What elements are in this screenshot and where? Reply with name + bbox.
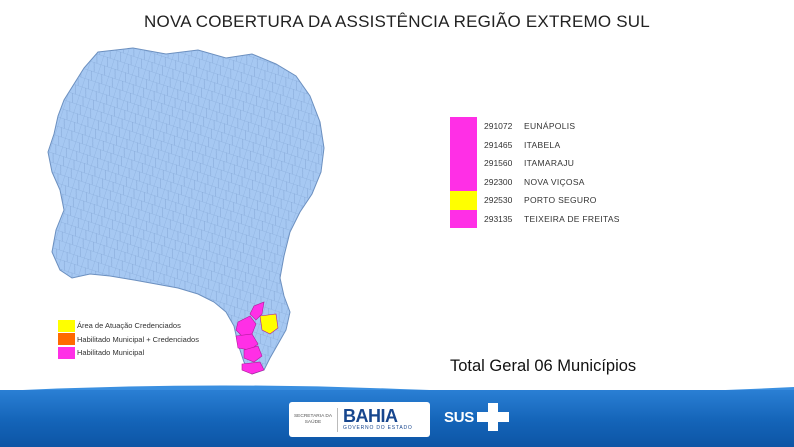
municipality-code: 292300 xyxy=(484,176,513,187)
legend-swatch xyxy=(58,346,75,359)
municipality-row: 291560 ITAMARAJU xyxy=(450,154,620,173)
municipality-code: 293135 xyxy=(484,213,513,224)
logo-divider xyxy=(337,407,338,432)
municipality-code: 291560 xyxy=(484,158,513,169)
region-porto-seguro xyxy=(259,313,279,335)
municipality-code: 292530 xyxy=(484,195,513,206)
legend-item: Área de Atuação Credenciados xyxy=(58,319,199,333)
bahia-wordmark: BAHIA xyxy=(343,405,398,426)
bahia-map xyxy=(38,44,332,384)
legend-label: Habilitado Municipal xyxy=(77,348,145,358)
map-legend: Área de Atuação Credenciados Habilitado M… xyxy=(58,319,199,360)
legend-label: Área de Atuação Credenciados xyxy=(77,321,181,331)
municipality-row: 292300 NOVA VIÇOSA xyxy=(450,172,620,191)
legend-swatch xyxy=(58,333,75,346)
governo-label: GOVERNO DO ESTADO xyxy=(343,424,413,431)
status-swatch xyxy=(450,117,477,136)
municipality-name: NOVA VIÇOSA xyxy=(524,176,585,187)
municipality-name: TEIXEIRA DE FREITAS xyxy=(524,213,620,224)
municipality-name: EUNÁPOLIS xyxy=(524,121,576,132)
legend-item: Habilitado Municipal xyxy=(58,346,199,360)
status-swatch xyxy=(450,191,477,210)
total-municipalities: Total Geral 06 Municípios xyxy=(450,357,637,375)
sus-logo: SUS xyxy=(444,403,509,431)
bahia-logo: BAHIA GOVERNO DO ESTADO xyxy=(343,405,413,432)
status-swatch xyxy=(450,209,477,228)
municipality-name: ITABELA xyxy=(524,139,561,150)
status-swatch xyxy=(450,172,477,191)
municipality-name: PORTO SEGURO xyxy=(524,195,597,206)
legend-item: Habilitado Municipal + Credenciados xyxy=(58,333,199,347)
municipal-borders xyxy=(48,48,324,374)
government-logo-box: SECRETARIA DA SAÚDE BAHIA GOVERNO DO EST… xyxy=(289,402,430,437)
page-title: NOVA COBERTURA DA ASSISTÊNCIA REGIÃO EXT… xyxy=(144,12,650,31)
region-eunapolis xyxy=(249,301,265,321)
bahia-map-svg xyxy=(47,47,325,375)
status-swatch xyxy=(450,135,477,154)
municipality-row: 293135 TEIXEIRA DE FREITAS xyxy=(450,209,620,228)
municipality-code: 291072 xyxy=(484,121,513,132)
legend-swatch xyxy=(58,319,75,332)
municipality-row: 292530 PORTO SEGURO xyxy=(450,191,620,210)
region-teixeira-de-freitas xyxy=(243,345,263,363)
region-nova-vicosa xyxy=(241,361,265,375)
sus-wordmark: SUS xyxy=(444,408,474,426)
legend-label: Habilitado Municipal + Credenciados xyxy=(77,334,199,344)
municipality-name: ITAMARAJU xyxy=(524,158,575,169)
secretaria-label: SECRETARIA DA SAÚDE xyxy=(293,413,333,425)
municipality-code-table: 291072 EUNÁPOLIS 291465 ITABELA 291560 ITAMAR… xyxy=(450,117,620,228)
municipality-row: 291072 EUNÁPOLIS xyxy=(450,117,620,136)
municipality-code: 291465 xyxy=(484,139,513,150)
municipality-row: 291465 ITABELA xyxy=(450,135,620,154)
status-swatch xyxy=(450,154,477,173)
sus-cross-icon xyxy=(476,403,509,431)
